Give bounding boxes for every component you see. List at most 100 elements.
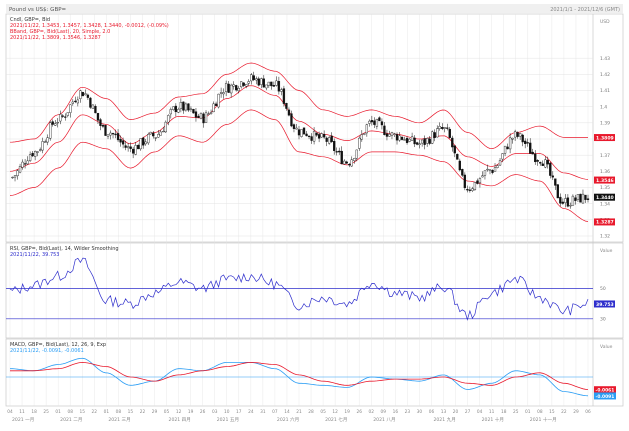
candle-body [197,115,200,118]
macd-legend-values: 2021/11/22, -0.0091, -0.0061 [10,348,84,354]
candle-body [86,94,90,98]
candle-body [380,121,384,126]
candle-body [307,135,311,137]
candle-body [566,197,570,207]
x-day-tick: 15 [80,409,86,415]
candle [333,138,336,155]
candle [162,127,165,133]
candle [405,136,409,145]
candle [199,112,203,120]
candle-body [109,132,112,136]
candle-body [524,140,527,144]
x-day-tick: 03 [212,409,218,415]
candle [290,110,293,128]
candle-body [310,136,313,141]
candle-body [28,154,32,161]
candle-body [199,113,203,119]
candle-body [463,174,467,189]
macd-axis-unit: Value [600,344,613,350]
candle [280,87,283,96]
candle-body [189,108,193,110]
candle [126,142,130,152]
candle [18,163,22,174]
candle [458,158,461,172]
candle [54,119,57,126]
candle-body [250,74,253,82]
candle-body [265,84,268,89]
candle [194,108,198,122]
candle [229,83,233,98]
rsi-legend-values: 2021/11/22, 39.753 [10,252,60,258]
candle [101,123,105,129]
candle-body [466,189,469,191]
candle-body [39,149,42,151]
candle [147,132,150,145]
candle-body [222,92,225,95]
candle [559,193,562,207]
macd-badge-label: -0.0061 [596,388,615,394]
candle-body [501,153,504,160]
candle [79,89,82,103]
candle [179,98,183,113]
candle-body [224,83,228,92]
candle [373,117,376,129]
candle-body [134,145,137,155]
candle [426,137,429,147]
candle [21,159,24,170]
candle [335,147,338,156]
x-month-label: 2021 三月 [108,417,130,423]
candle-body [54,123,57,126]
candle-body [184,103,188,111]
candle [28,151,32,163]
candle [348,162,351,168]
candle-body [436,128,439,138]
candle-body [536,160,539,162]
candle-body [287,109,291,116]
candle-body [202,113,205,124]
x-month-label: 2021 四月 [169,417,191,423]
price-badge: 1.3546 [594,176,615,184]
rsi-badge-bg [594,300,615,308]
candle-body [74,100,77,103]
candle [461,168,464,177]
x-day-tick: 28 [308,409,314,415]
candle-body [182,101,185,111]
candle [149,131,152,135]
price-badge-bg [594,134,615,142]
price-badge-bg [594,193,615,201]
candle-body [564,198,567,203]
candle [295,123,298,130]
candle [368,119,371,127]
candle [167,114,170,126]
candle-body [546,159,549,165]
candle [13,175,17,182]
candle-body [13,175,17,178]
candle [400,136,404,141]
x-day-tick: 30 [417,409,423,415]
candle-body [229,84,233,94]
candle [493,163,497,172]
candle-body [576,194,580,200]
x-day-tick: 22 [140,409,146,415]
candle-body [285,103,288,109]
candle [443,126,446,133]
candle-body [343,160,346,165]
candle-body [179,102,183,110]
candle-body [129,146,132,149]
candle-body [89,97,92,108]
candle [315,132,318,137]
candle-body [368,120,371,124]
candle-body [390,132,394,136]
candle [297,125,301,140]
candle [413,135,416,148]
candle-body [177,109,180,113]
candle [340,146,343,165]
candle [529,138,532,154]
macd-badge: -0.0091 [594,392,616,400]
candle-body [433,132,436,138]
candle [398,132,401,142]
price-badge-bg [594,218,615,226]
candle-body [544,159,547,168]
candle [566,194,570,208]
candle [255,76,258,85]
